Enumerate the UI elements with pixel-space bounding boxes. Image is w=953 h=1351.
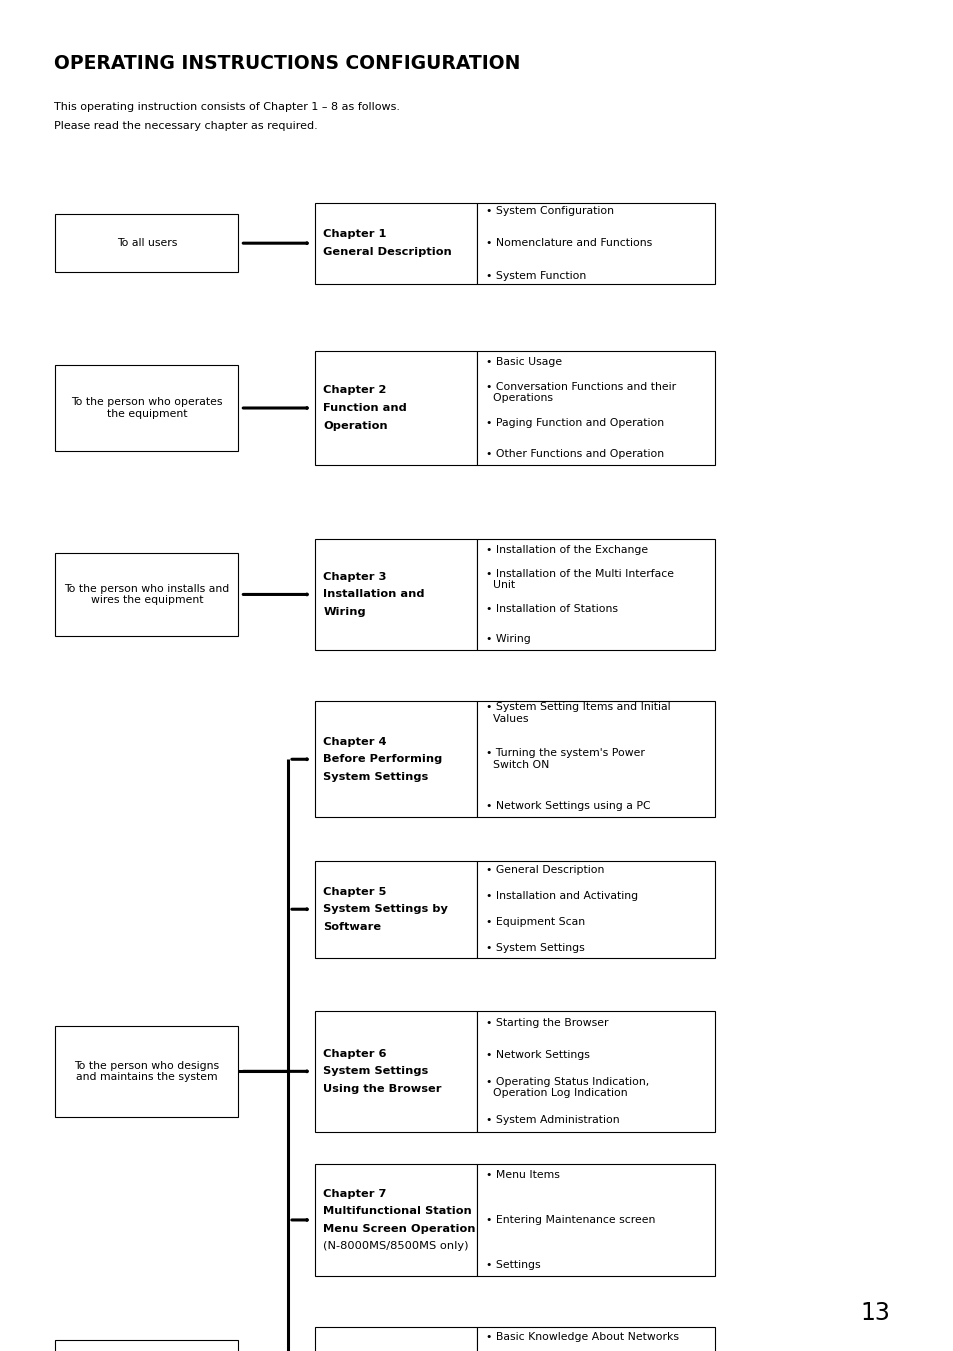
FancyBboxPatch shape (314, 1011, 476, 1132)
FancyBboxPatch shape (314, 1163, 476, 1275)
Text: System Settings: System Settings (323, 771, 428, 782)
Text: To all users: To all users (116, 238, 177, 249)
Text: • Entering Maintenance screen: • Entering Maintenance screen (485, 1215, 655, 1225)
Text: Operation: Operation (323, 420, 388, 431)
Text: • Basic Usage: • Basic Usage (485, 357, 561, 367)
Text: (N-8000MS/8500MS only): (N-8000MS/8500MS only) (323, 1242, 469, 1251)
FancyBboxPatch shape (314, 539, 476, 650)
Text: • Installation of the Multi Interface
  Unit: • Installation of the Multi Interface Un… (485, 569, 673, 590)
Text: Menu Screen Operation: Menu Screen Operation (323, 1224, 476, 1233)
FancyBboxPatch shape (476, 1163, 715, 1275)
Text: • Network Settings: • Network Settings (485, 1050, 589, 1061)
Text: • Nomenclature and Functions: • Nomenclature and Functions (485, 238, 651, 249)
Text: System Settings: System Settings (323, 1066, 428, 1077)
FancyBboxPatch shape (55, 1340, 238, 1351)
FancyBboxPatch shape (314, 1327, 476, 1351)
Text: Chapter 7: Chapter 7 (323, 1189, 386, 1198)
FancyBboxPatch shape (55, 553, 238, 636)
Text: • Operating Status Indication,
  Operation Log Indication: • Operating Status Indication, Operation… (485, 1077, 648, 1098)
FancyBboxPatch shape (314, 861, 476, 958)
Text: • Conversation Functions and their
  Operations: • Conversation Functions and their Opera… (485, 382, 675, 404)
Text: • Settings: • Settings (485, 1259, 539, 1270)
Text: • General Description: • General Description (485, 865, 603, 875)
Text: • System Settings: • System Settings (485, 943, 584, 954)
FancyBboxPatch shape (476, 861, 715, 958)
Text: • Equipment Scan: • Equipment Scan (485, 917, 584, 927)
Text: Function and: Function and (323, 403, 407, 413)
FancyBboxPatch shape (476, 203, 715, 284)
FancyBboxPatch shape (314, 351, 476, 466)
FancyBboxPatch shape (476, 701, 715, 817)
Text: Installation and: Installation and (323, 589, 424, 600)
Text: Chapter 6: Chapter 6 (323, 1048, 387, 1059)
Text: Chapter 2: Chapter 2 (323, 385, 386, 396)
Text: OPERATING INSTRUCTIONS CONFIGURATION: OPERATING INSTRUCTIONS CONFIGURATION (54, 54, 520, 73)
Text: Software: Software (323, 921, 381, 932)
Text: • System Administration: • System Administration (485, 1115, 618, 1125)
Text: To the person who designs
and maintains the system: To the person who designs and maintains … (74, 1061, 219, 1082)
Text: • Menu Items: • Menu Items (485, 1170, 558, 1181)
FancyBboxPatch shape (55, 1025, 238, 1117)
Text: • Turning the system's Power
  Switch ON: • Turning the system's Power Switch ON (485, 748, 644, 770)
Text: • System Setting Items and Initial
  Values: • System Setting Items and Initial Value… (485, 703, 670, 724)
Text: Using the Browser: Using the Browser (323, 1084, 441, 1094)
FancyBboxPatch shape (476, 1011, 715, 1132)
FancyBboxPatch shape (476, 539, 715, 650)
Text: Multifunctional Station: Multifunctional Station (323, 1206, 472, 1216)
Text: • System Configuration: • System Configuration (485, 205, 613, 216)
Text: • Installation of Stations: • Installation of Stations (485, 604, 617, 615)
Text: • Starting the Browser: • Starting the Browser (485, 1017, 607, 1028)
Text: • Basic Knowledge About Networks: • Basic Knowledge About Networks (485, 1332, 678, 1343)
Text: Chapter 4: Chapter 4 (323, 736, 387, 747)
Text: Wiring: Wiring (323, 607, 366, 617)
FancyBboxPatch shape (476, 1327, 715, 1351)
FancyBboxPatch shape (55, 365, 238, 451)
FancyBboxPatch shape (314, 203, 476, 284)
FancyBboxPatch shape (314, 701, 476, 817)
Text: Chapter 3: Chapter 3 (323, 571, 387, 582)
Text: • Installation of the Exchange: • Installation of the Exchange (485, 544, 647, 555)
FancyBboxPatch shape (476, 351, 715, 466)
Text: Chapter 5: Chapter 5 (323, 886, 386, 897)
Text: • Other Functions and Operation: • Other Functions and Operation (485, 449, 663, 459)
Text: • System Function: • System Function (485, 270, 585, 281)
Text: This operating instruction consists of Chapter 1 – 8 as follows.: This operating instruction consists of C… (54, 101, 400, 112)
Text: System Settings by: System Settings by (323, 904, 448, 915)
Text: • Wiring: • Wiring (485, 634, 530, 644)
Text: Before Performing: Before Performing (323, 754, 442, 765)
Text: • Installation and Activating: • Installation and Activating (485, 892, 637, 901)
Text: Chapter 1: Chapter 1 (323, 230, 386, 239)
Text: General Description: General Description (323, 247, 452, 257)
Text: To the person who installs and
wires the equipment: To the person who installs and wires the… (64, 584, 230, 605)
Text: Please read the necessary chapter as required.: Please read the necessary chapter as req… (54, 120, 317, 131)
Text: 13: 13 (860, 1301, 890, 1325)
Text: • Network Settings using a PC: • Network Settings using a PC (485, 801, 650, 811)
Text: • Paging Function and Operation: • Paging Function and Operation (485, 419, 663, 428)
Text: To the person who operates
the equipment: To the person who operates the equipment (71, 397, 222, 419)
FancyBboxPatch shape (55, 213, 238, 273)
